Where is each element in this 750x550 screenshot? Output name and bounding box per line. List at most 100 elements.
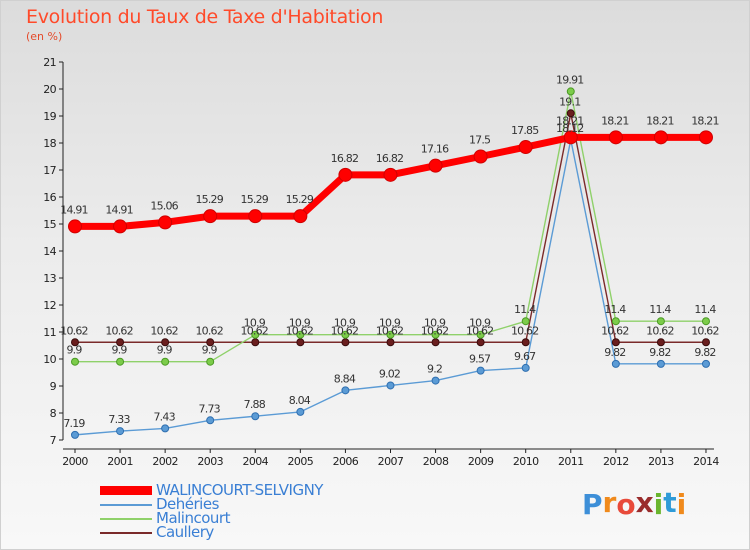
data-point-deheries: [431, 376, 440, 385]
logo-letter: i: [676, 488, 687, 521]
data-label-walincourt: 18.21: [556, 114, 584, 127]
data-point-walincourt: [68, 219, 82, 234]
data-label-walincourt: 18.21: [601, 114, 629, 127]
logo-letter: x: [635, 486, 654, 519]
data-point-malincourt: [431, 330, 440, 339]
logo-letter: r: [602, 486, 617, 519]
y-tick-label: 19: [43, 110, 56, 123]
data-point-malincourt: [656, 317, 665, 326]
data-label-caullery: 10.62: [376, 324, 404, 337]
data-point-malincourt: [476, 330, 485, 339]
data-point-deheries: [296, 407, 305, 416]
data-label-deheries: 7.33: [108, 413, 130, 426]
data-label-caullery: 10.62: [195, 324, 223, 337]
data-point-caullery: [521, 338, 530, 347]
y-unit-label: (en %): [26, 30, 63, 43]
legend-label-deheries: Dehéries: [156, 495, 219, 513]
data-label-caullery: 10.62: [601, 324, 629, 337]
data-label-malincourt: 10.9: [469, 317, 491, 330]
y-tick-label: 21: [43, 56, 56, 69]
data-label-deheries: 9.57: [469, 353, 491, 366]
data-label-malincourt: 10.9: [334, 317, 356, 330]
data-label-walincourt: 15.29: [195, 193, 223, 206]
data-point-deheries: [161, 424, 170, 433]
legend-swatch-malincourt: [100, 518, 152, 520]
data-label-malincourt: 11.4: [604, 303, 626, 316]
legend-swatch-caullery: [100, 532, 152, 534]
x-tick-label: 2006: [333, 455, 359, 468]
data-point-walincourt: [248, 209, 263, 224]
data-point-malincourt: [611, 317, 620, 326]
data-label-malincourt: 10.9: [379, 317, 401, 330]
data-label-walincourt: 15.29: [241, 193, 269, 206]
legend-label-malincourt: Malincourt: [156, 509, 230, 527]
data-label-malincourt: 9.9: [66, 344, 82, 357]
chart-title: Evolution du Taux de Taxe d'Habitation: [26, 6, 384, 28]
data-label-walincourt: 18.21: [691, 114, 719, 127]
data-label-caullery: 19.1: [559, 95, 580, 108]
data-point-caullery: [161, 338, 170, 347]
data-label-deheries: 18.12: [556, 122, 584, 135]
data-label-walincourt: 15.06: [150, 199, 178, 212]
data-label-caullery: 10.62: [286, 324, 314, 337]
data-label-deheries: 9.67: [514, 350, 536, 363]
x-tick-label: 2000: [62, 455, 88, 468]
y-tick-label: 7: [50, 434, 57, 447]
data-label-malincourt: 11.4: [514, 303, 536, 316]
y-tick-label: 9: [50, 380, 57, 393]
y-tick-label: 17: [43, 164, 56, 177]
data-label-deheries: 8.84: [334, 372, 356, 385]
series-points: [68, 87, 713, 439]
y-tick-label: 20: [43, 83, 56, 96]
data-label-malincourt: 9.9: [157, 344, 173, 357]
data-label-deheries: 9.82: [649, 346, 670, 359]
data-point-malincourt: [71, 357, 79, 366]
data-point-deheries: [521, 363, 530, 372]
data-label-walincourt: 17.85: [511, 124, 539, 137]
data-point-caullery: [386, 338, 395, 347]
data-label-caullery: 10.62: [241, 324, 269, 337]
x-tick-label: 2003: [197, 455, 223, 468]
legend-label-caullery: Caullery: [156, 523, 214, 541]
data-label-walincourt: 17.5: [469, 134, 491, 147]
data-point-deheries: [476, 366, 485, 375]
data-point-malincourt: [566, 87, 575, 96]
data-point-caullery: [71, 338, 79, 347]
data-point-walincourt: [608, 130, 623, 145]
data-label-deheries: 8.04: [289, 394, 311, 407]
y-tick-label: 11: [43, 326, 56, 339]
x-tick-label: 2013: [648, 455, 674, 468]
data-point-walincourt: [428, 158, 443, 173]
data-point-malincourt: [296, 330, 305, 339]
data-label-caullery: 10.62: [691, 324, 719, 337]
x-tick-label: 2004: [242, 455, 268, 468]
y-tick-label: 14: [43, 245, 56, 258]
data-point-caullery: [476, 338, 485, 347]
data-label-caullery: 10.62: [511, 324, 539, 337]
data-point-deheries: [251, 412, 260, 421]
data-label-malincourt: 9.9: [202, 344, 218, 357]
logo-letter: o: [616, 488, 636, 521]
data-point-deheries: [341, 386, 350, 395]
data-label-walincourt: 16.82: [376, 152, 404, 165]
x-tick-label: 2012: [603, 455, 629, 468]
data-point-caullery: [566, 109, 575, 118]
data-point-caullery: [431, 338, 440, 347]
x-tick-label: 2010: [513, 455, 539, 468]
data-label-caullery: 10.62: [646, 324, 674, 337]
data-point-walincourt: [653, 130, 668, 145]
data-point-caullery: [251, 338, 260, 347]
data-point-caullery: [206, 338, 215, 347]
data-point-malincourt: [206, 357, 215, 366]
data-label-malincourt: 10.9: [424, 317, 446, 330]
data-point-deheries: [611, 359, 620, 368]
data-label-malincourt: 9.9: [112, 344, 128, 357]
data-label-caullery: 10.62: [466, 324, 494, 337]
data-point-walincourt: [203, 209, 218, 224]
data-point-malincourt: [386, 330, 395, 339]
data-point-malincourt: [341, 330, 350, 339]
series-line-walincourt: [71, 133, 710, 230]
series-labels: 10.62 10.62 10.62 10.62 10.62 10.62 10.62 10.62…: [60, 73, 719, 429]
